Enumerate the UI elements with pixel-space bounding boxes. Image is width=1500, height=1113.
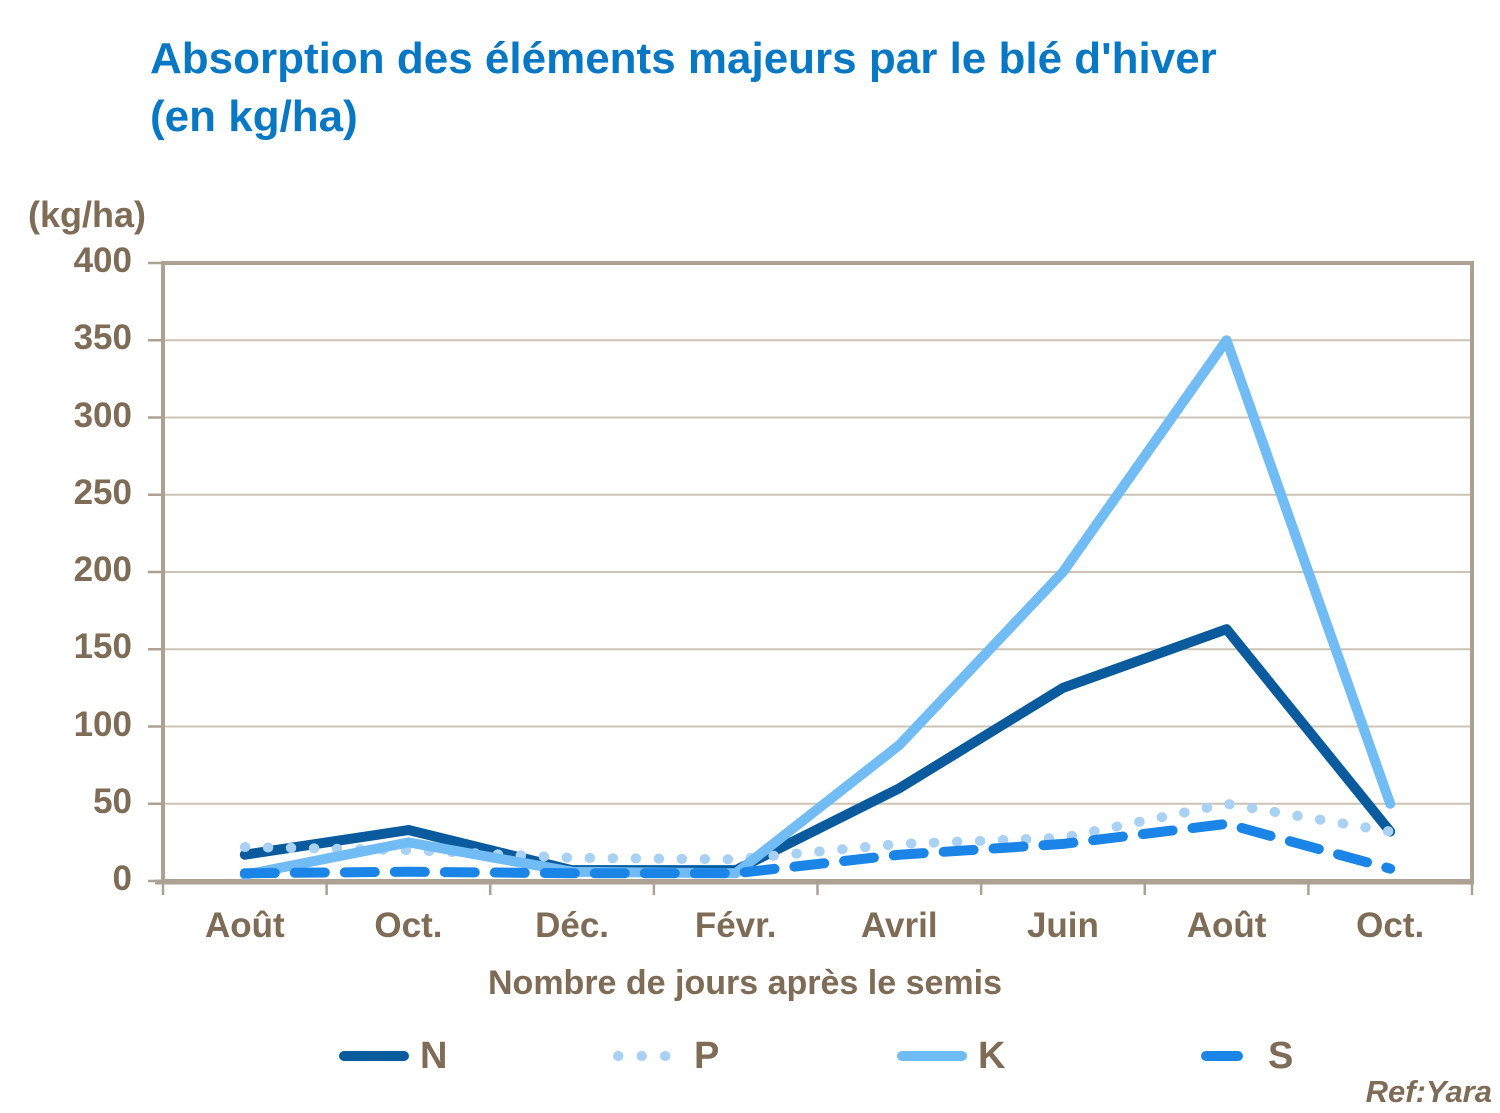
legend-line-n-icon bbox=[339, 1051, 409, 1061]
chart-title-line1: Absorption des éléments majeurs par le b… bbox=[150, 34, 1217, 83]
legend-label-p: P bbox=[694, 1034, 720, 1077]
x-axis-tick-label: Juin bbox=[1026, 906, 1099, 945]
x-axis-tick-label: Oct. bbox=[374, 906, 443, 945]
legend-label-k: K bbox=[978, 1034, 1006, 1077]
chart-title: Absorption des éléments majeurs par le b… bbox=[150, 30, 1420, 146]
chart-title-line2: (en kg/ha) bbox=[150, 92, 358, 142]
y-axis-tick-label: 300 bbox=[73, 395, 132, 435]
y-axis-unit-label: (kg/ha) bbox=[28, 194, 147, 235]
source-reference: Ref:Yara bbox=[1365, 1074, 1492, 1109]
legend-label-s: S bbox=[1268, 1034, 1294, 1077]
legend-dots-p-icon bbox=[613, 1051, 683, 1061]
y-axis-tick-label: 150 bbox=[73, 627, 132, 667]
y-axis-tick-label: 0 bbox=[112, 859, 132, 898]
legend-dash-s-icon bbox=[1201, 1051, 1243, 1061]
x-axis-tick-label: Août bbox=[1186, 906, 1267, 945]
legend-line-k-icon bbox=[897, 1051, 967, 1061]
x-axis-tick-label: Déc. bbox=[535, 906, 610, 945]
legend-item-s: S bbox=[1186, 1034, 1293, 1078]
legend-label-n: N bbox=[420, 1034, 448, 1077]
legend-item-p: P bbox=[612, 1034, 719, 1078]
x-axis-title: Nombre de jours après le semis bbox=[488, 964, 1002, 1002]
y-axis-tick-label: 250 bbox=[73, 472, 132, 512]
x-axis-tick-label: Févr. bbox=[694, 906, 777, 945]
x-axis-tick-label: Août bbox=[204, 906, 285, 945]
legend-item-k: K bbox=[896, 1034, 1005, 1078]
y-axis-tick-label: 50 bbox=[93, 781, 132, 821]
legend-item-n: N bbox=[338, 1034, 447, 1078]
x-axis-tick-label: Oct. bbox=[1356, 906, 1425, 945]
y-axis-tick-label: 400 bbox=[73, 241, 132, 280]
y-axis-tick-label: 350 bbox=[73, 318, 132, 358]
y-axis-tick-label: 100 bbox=[73, 704, 132, 744]
x-axis-tick-label: Avril bbox=[861, 906, 938, 945]
y-axis-tick-label: 200 bbox=[73, 550, 132, 589]
